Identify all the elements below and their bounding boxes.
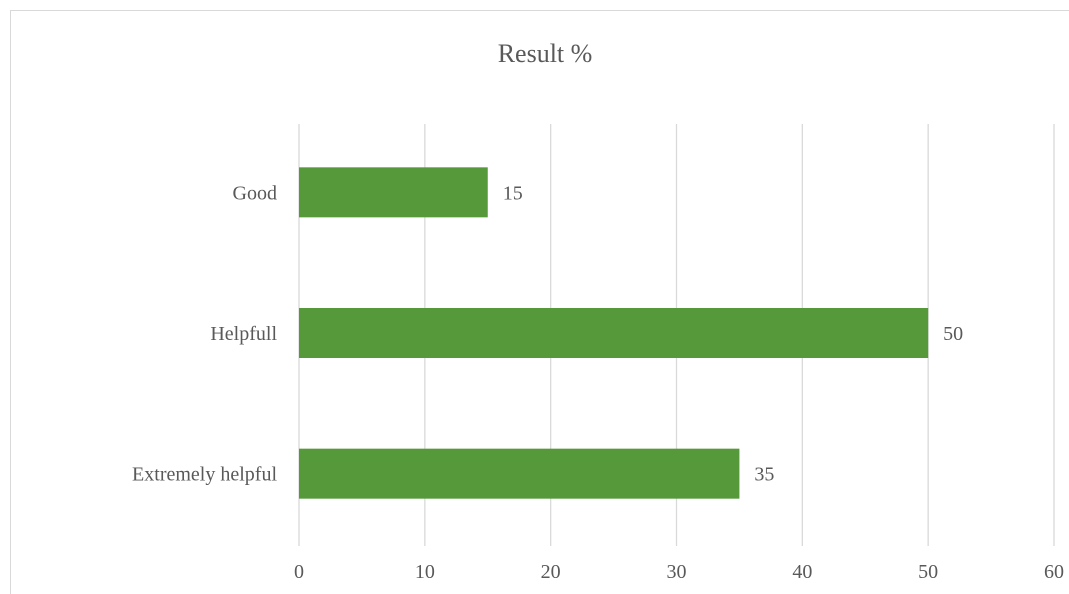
data-label: 50 xyxy=(943,323,963,345)
category-label: Extremely helpful xyxy=(132,464,277,486)
category-label: Helpfull xyxy=(210,323,277,345)
chart-frame xyxy=(10,10,1069,594)
chart-title: Result % xyxy=(498,39,593,68)
x-tick-label: 40 xyxy=(792,561,812,583)
x-tick-label: 60 xyxy=(1044,561,1064,583)
bars xyxy=(299,167,929,499)
x-tick-label: 20 xyxy=(541,561,561,583)
x-tick-label: 30 xyxy=(667,561,687,583)
x-tick-label: 50 xyxy=(918,561,938,583)
bar-extremely-helpful xyxy=(299,448,740,499)
x-tick-label: 0 xyxy=(294,561,304,583)
x-tick-label: 10 xyxy=(415,561,435,583)
category-labels: Good Helpfull Extremely helpful xyxy=(132,182,277,485)
data-label: 15 xyxy=(503,182,523,204)
x-tick-labels: 0 10 20 30 40 50 60 xyxy=(294,561,1064,583)
bar-good xyxy=(299,167,488,218)
bar-helpfull xyxy=(299,308,929,358)
category-label: Good xyxy=(233,182,277,204)
data-label: 35 xyxy=(754,464,774,486)
data-labels: 15 50 35 xyxy=(503,182,963,485)
